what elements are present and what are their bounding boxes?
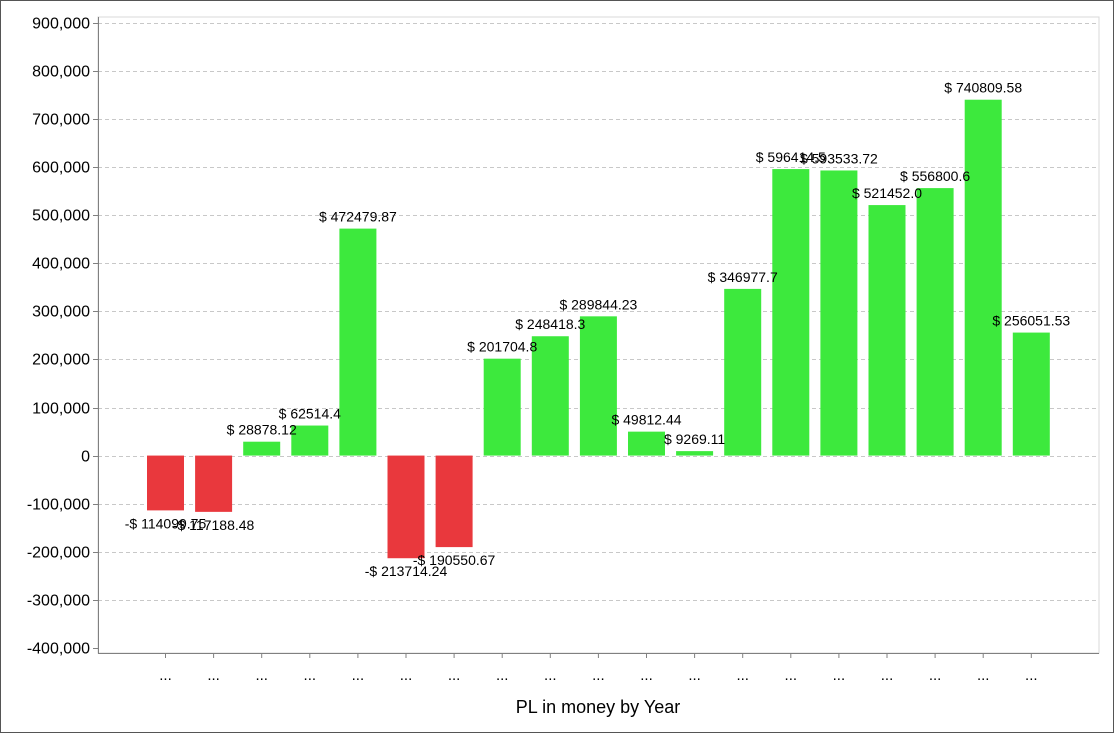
- bar[interactable]: [483, 358, 521, 456]
- bar[interactable]: [916, 188, 954, 456]
- y-tick-label: 300,000: [32, 304, 90, 321]
- data-label: $ 593533.72: [800, 150, 878, 166]
- x-tick-label: ...: [255, 667, 268, 684]
- data-label: $ 248418.3: [515, 316, 585, 332]
- y-tick-label: 400,000: [32, 256, 90, 273]
- data-label: $ 346977.7: [708, 269, 778, 285]
- x-tick-label: ...: [688, 667, 701, 684]
- bar[interactable]: [868, 205, 906, 456]
- x-tick-label: ...: [304, 667, 317, 684]
- x-tick-labels: ........................................…: [159, 667, 1037, 684]
- data-label: $ 28878.12: [227, 422, 297, 438]
- bar[interactable]: [820, 170, 858, 456]
- x-tick-label: ...: [159, 667, 172, 684]
- data-label: $ 201704.8: [467, 339, 537, 355]
- y-tick-label: 200,000: [32, 352, 90, 369]
- data-label: $ 596414.5: [756, 149, 826, 165]
- data-labels: -$ 114099.75-$ 117188.48 $ 28878.12$ 6251…: [125, 80, 1071, 580]
- bars: [147, 99, 1050, 559]
- y-tick-label: 500,000: [32, 208, 90, 225]
- data-label: $ 49812.44: [611, 412, 681, 428]
- axes: [93, 16, 1100, 658]
- y-tick-label: -400,000: [27, 641, 90, 658]
- bar[interactable]: [195, 455, 233, 512]
- bar[interactable]: [772, 169, 810, 456]
- x-tick-label: ...: [400, 667, 413, 684]
- x-tick-label: ...: [785, 667, 798, 684]
- x-tick-label: ...: [977, 667, 990, 684]
- x-tick-label: ...: [352, 667, 365, 684]
- x-tick-label: ...: [1025, 667, 1038, 684]
- x-tick-label: ...: [833, 667, 846, 684]
- bar[interactable]: [243, 441, 281, 456]
- data-label: $ 556800.6: [900, 168, 970, 184]
- bar[interactable]: [1012, 332, 1050, 456]
- bar[interactable]: [964, 99, 1002, 456]
- bar[interactable]: [579, 316, 617, 456]
- y-tick-label: -200,000: [27, 545, 90, 562]
- data-label: $ 521452.0: [852, 185, 922, 201]
- bar[interactable]: [147, 455, 184, 511]
- data-label: $ 256051.53: [992, 313, 1070, 329]
- x-tick-label: ...: [736, 667, 749, 684]
- y-tick-label: 100,000: [32, 401, 90, 418]
- x-tick-label: ...: [448, 667, 461, 684]
- bar[interactable]: [628, 431, 665, 456]
- data-label: $ 740809.58: [944, 80, 1022, 96]
- data-label: -$ 117188.48: [173, 517, 255, 533]
- x-axis-title: PL in money by Year: [516, 697, 680, 717]
- y-tick-label: 0: [81, 449, 90, 466]
- y-tick-label: -300,000: [27, 593, 90, 610]
- y-tick-label: 600,000: [32, 160, 90, 177]
- x-tick-label: ...: [640, 667, 653, 684]
- y-tick-labels: -400,000 -300,000 -200,000 -100,000 0 100,000…: [27, 16, 90, 658]
- x-tick-label: ...: [496, 667, 509, 684]
- data-label: $ 62514.4: [279, 406, 341, 422]
- data-label: $ 289844.23: [559, 296, 637, 312]
- y-tick-label: 700,000: [32, 112, 90, 129]
- data-label: -$ 114099.75: [125, 515, 207, 531]
- y-tick-label: 900,000: [32, 16, 90, 33]
- data-label: -$ 190550.67: [413, 552, 496, 568]
- data-label: $ 472479.87: [319, 209, 397, 225]
- bar[interactable]: [531, 336, 569, 456]
- bar[interactable]: [387, 455, 425, 559]
- x-tick-label: ...: [592, 667, 605, 684]
- y-tick-label: 800,000: [32, 64, 90, 81]
- bar[interactable]: [724, 288, 762, 456]
- x-tick-label: ...: [929, 667, 942, 684]
- bar[interactable]: [339, 228, 377, 456]
- y-tick-label: -100,000: [27, 497, 90, 514]
- x-tick-label: ...: [881, 667, 894, 684]
- data-label: -$ 213714.24: [365, 563, 448, 579]
- bar[interactable]: [291, 425, 329, 456]
- x-tick-label: ...: [544, 667, 557, 684]
- bar[interactable]: [676, 451, 714, 456]
- x-tick-label: ...: [207, 667, 220, 684]
- bar[interactable]: [435, 455, 473, 548]
- data-label: $ 9269.11: [664, 431, 725, 447]
